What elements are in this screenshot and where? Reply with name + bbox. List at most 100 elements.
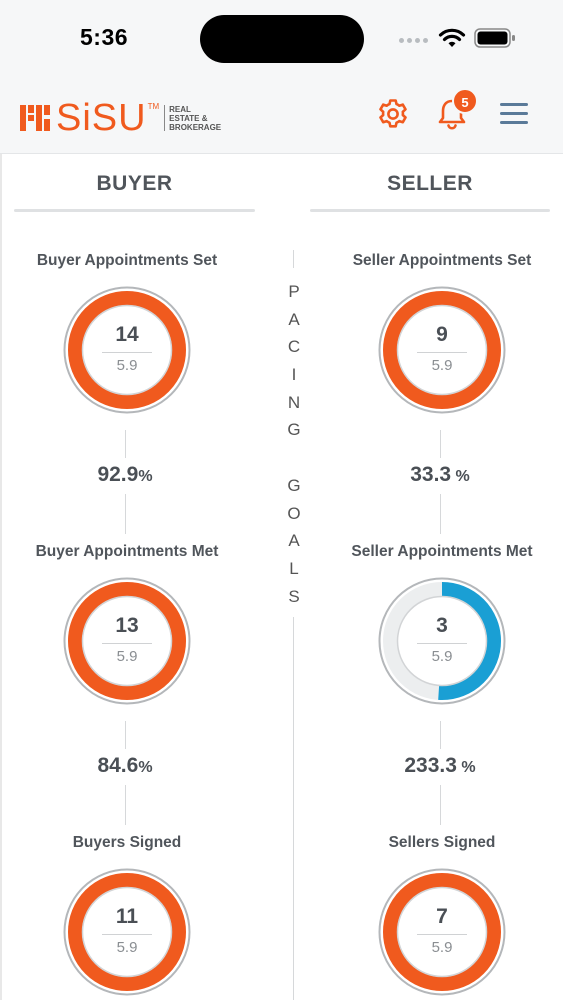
percent-value: 84.6	[97, 754, 139, 777]
percent-value: 233.3	[404, 754, 457, 777]
connector-line	[440, 721, 441, 749]
ring-outline	[63, 868, 191, 996]
ring-goal: 5.9	[116, 648, 138, 665]
ring-goal: 5.9	[116, 357, 138, 374]
logo-tagline: REAL ESTATE & BROKERAGE	[169, 104, 222, 132]
tab-seller[interactable]: SELLER	[310, 158, 550, 212]
ring-progress-arc	[383, 582, 501, 700]
buyer-appointments-met-title: Buyer Appointments Met	[35, 543, 219, 560]
pacing-letter: O	[287, 503, 301, 523]
ring-inner-disc	[396, 886, 488, 978]
status-time: 5:36	[80, 24, 129, 50]
pacing-letter: C	[287, 337, 301, 357]
sisu-logo[interactable]: SiSU TM REAL ESTATE & BROKERAGE	[20, 98, 221, 138]
pacing-letter: A	[288, 309, 300, 329]
seller-appointments-met-title: Seller Appointments Met	[351, 543, 533, 560]
pacing-letter: G	[287, 420, 301, 440]
connector-line	[125, 785, 126, 825]
battery-icon	[474, 28, 515, 48]
percent-symbol: %	[138, 468, 153, 485]
ring-outline	[378, 868, 506, 996]
ring-progress-arc	[383, 873, 501, 991]
pacing-letter: S	[288, 586, 300, 606]
tab-seller-label: SELLER	[387, 172, 473, 195]
pacing-goals-label: P A C I N G G O A L S	[280, 278, 308, 610]
gear-icon[interactable]	[376, 97, 410, 131]
connector-line	[125, 721, 126, 749]
seller-appointments-set-ring[interactable]: 9 5.9	[378, 286, 506, 414]
pacing-letter-gap	[280, 444, 308, 472]
pacing-letter: G	[287, 475, 301, 495]
app-header: SiSU TM REAL ESTATE & BROKERAGE 5	[0, 80, 563, 154]
wifi-icon	[438, 28, 466, 47]
ring-value: 11	[115, 905, 139, 928]
left-edge-strip	[0, 154, 2, 1000]
ring-progress-arc	[68, 873, 186, 991]
ring-goal: 5.9	[431, 939, 453, 956]
ring-goal: 5.9	[116, 939, 138, 956]
ring-inner-disc	[81, 304, 173, 396]
percent-symbol: %	[455, 468, 470, 485]
ring-inner-disc	[81, 595, 173, 687]
buyers-signed-ring[interactable]: 11 5.9	[63, 868, 191, 996]
ring-goal: 5.9	[431, 648, 453, 665]
connector-line	[125, 430, 126, 458]
logo-divider	[164, 105, 166, 131]
seller-set-to-met-percent: 33.3 %	[340, 463, 540, 487]
ring-progress-arc	[383, 291, 501, 409]
ring-separator	[417, 643, 467, 644]
pacing-letter: A	[288, 531, 300, 551]
ring-graphic	[378, 577, 506, 705]
percent-symbol: %	[138, 759, 153, 776]
pacing-letter: I	[291, 365, 297, 385]
connector-line	[440, 785, 441, 825]
ring-inner-disc	[396, 304, 488, 396]
ring-progress-arc	[68, 291, 186, 409]
ring-value: 3	[436, 614, 448, 637]
connector-line	[125, 494, 126, 534]
seller-appointments-set-title: Seller Appointments Set	[352, 252, 532, 269]
ring-value: 7	[436, 905, 448, 928]
ring-separator	[417, 352, 467, 353]
buyer-appointments-set-ring[interactable]: 14 5.9	[63, 286, 191, 414]
ring-separator	[417, 934, 467, 935]
percent-value: 33.3	[410, 463, 452, 486]
ring-goal: 5.9	[431, 357, 453, 374]
ring-value: 14	[115, 323, 139, 346]
status-bar: 5:36	[0, 0, 563, 80]
ring-graphic	[63, 286, 191, 414]
notification-badge[interactable]: 5	[452, 88, 478, 114]
ring-separator	[102, 643, 152, 644]
pacing-letter: N	[287, 392, 301, 412]
percent-symbol: %	[461, 759, 476, 776]
ring-graphic	[63, 868, 191, 996]
ring-outline	[63, 286, 191, 414]
tab-seller-underline	[310, 209, 550, 212]
logo-trademark: TM	[147, 102, 160, 111]
ring-graphic	[378, 868, 506, 996]
pacing-letter: P	[288, 282, 300, 301]
percent-value: 92.9	[97, 463, 139, 486]
pacing-letter: L	[289, 558, 299, 578]
cellular-signal-icon	[399, 38, 429, 44]
sellers-signed-ring[interactable]: 7 5.9	[378, 868, 506, 996]
ring-separator	[102, 352, 152, 353]
ring-graphic	[63, 577, 191, 705]
logo-wordmark: SiSU	[56, 97, 147, 139]
ring-value: 13	[115, 614, 139, 637]
tab-buyer-label: BUYER	[96, 172, 173, 195]
connector-line	[440, 494, 441, 534]
sellers-signed-title: Sellers Signed	[388, 834, 496, 851]
ring-outline	[378, 286, 506, 414]
sisu-logo-mark-icon	[20, 105, 50, 131]
ring-outline	[378, 577, 506, 705]
buyer-set-to-met-percent: 92.9%	[25, 463, 225, 487]
tab-buyer[interactable]: BUYER	[14, 158, 255, 212]
ring-progress-arc	[68, 582, 186, 700]
buyer-met-to-signed-percent: 84.6%	[25, 754, 225, 778]
ring-value: 9	[436, 323, 448, 346]
seller-appointments-met-ring[interactable]: 3 5.9	[378, 577, 506, 705]
ring-graphic	[378, 286, 506, 414]
buyer-appointments-met-ring[interactable]: 13 5.9	[63, 577, 191, 705]
hamburger-menu-icon[interactable]	[500, 103, 528, 125]
